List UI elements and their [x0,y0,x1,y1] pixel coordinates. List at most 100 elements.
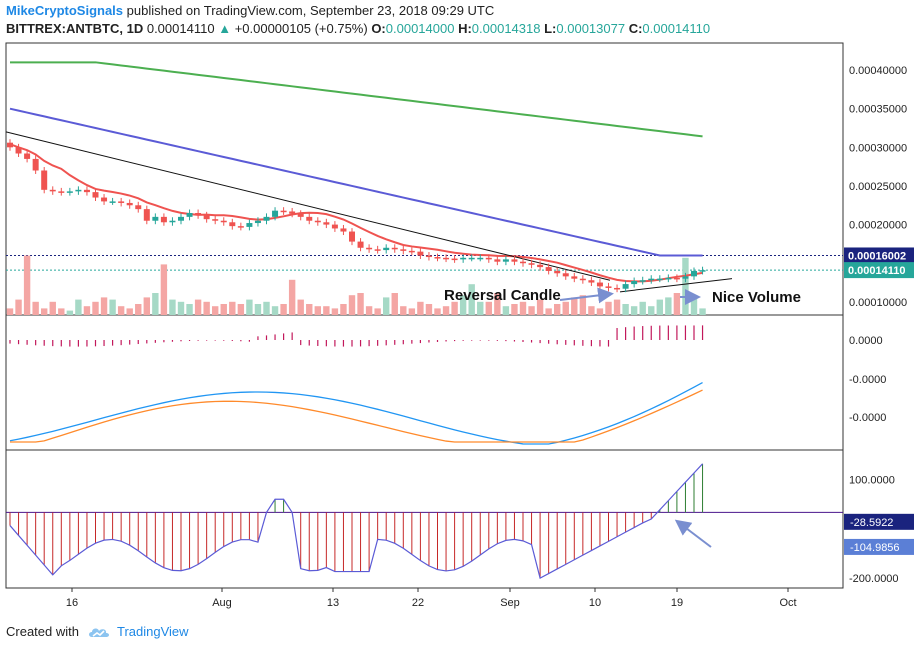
x-tick-label: 22 [412,597,424,609]
created-with-label: Created with [6,624,79,639]
oscillator-panel[interactable] [6,463,843,580]
volume-bar [220,304,227,315]
candle-body [160,216,167,223]
volume-bar [117,306,125,315]
volume-bar [143,297,150,315]
volume-bar [383,297,390,315]
volume-bar [365,306,373,315]
candle-body [331,224,338,229]
volume-bar [212,306,219,315]
last-price: 0.00014110 [146,21,215,36]
candle-body [7,142,13,148]
candle-body [32,158,39,171]
volume-bar [613,299,621,315]
oscillator-arrow [674,519,712,548]
published-text: published on TradingView.com, September … [126,3,495,18]
candle-body [58,191,65,193]
volume-bar [562,301,569,315]
volume-bar [434,308,441,315]
volume-bar [135,304,142,315]
volume-bar [49,301,56,315]
volume-bar [126,308,133,315]
x-tick-label: Sep [500,597,520,609]
candle-body [289,211,296,214]
tradingview-link[interactable]: TradingView [87,624,189,639]
x-tick-label: 13 [327,597,339,609]
candle-body [203,215,210,220]
candle-body [152,216,159,221]
candle-body [83,189,90,193]
change-value: +0.00000105 (+0.75%) [234,21,368,36]
volume-bar [442,306,450,315]
osc-tick-label: -200.0000 [849,573,899,585]
candle-body [66,191,73,193]
author-link[interactable]: MikeCryptoSignals [6,3,124,18]
volume-bar [263,301,270,315]
x-tick-label: Aug [212,597,232,609]
volume-bar [254,304,262,315]
volume-bar [41,308,48,315]
price-label-box [844,247,914,264]
macd-tick-label: 0.0000 [849,335,883,347]
candle-body [579,278,586,281]
volume-bar [23,255,31,315]
candle-body [357,241,364,248]
volume-bar [237,304,245,315]
candle-body [126,202,133,206]
uptrend-line [619,278,733,293]
volume-bar [177,301,185,315]
chart-canvas[interactable]: 0.00016002 0.00014110 0.00040000 0.00035000… [0,0,920,620]
volume-bar [169,299,176,315]
candle-body [648,278,655,281]
reversal-arrow [559,287,614,304]
candle-body [699,270,706,272]
candle-body [220,220,227,223]
candle-body [400,249,407,251]
high-value: 0.00014318 [471,21,541,36]
low-value: 0.00013077 [556,21,626,36]
candle-body [24,153,31,159]
candle-body [477,257,484,260]
up-arrow-icon: ▲ [218,21,232,36]
candle-body [596,282,603,287]
osc-value-box [844,513,914,530]
x-tick-label: 19 [671,597,683,609]
volume-bar [605,301,612,315]
volume-bar [229,301,236,315]
volume-bar [203,301,210,315]
low-label: L: [544,21,557,36]
ma-blue-line [9,107,703,257]
volume-bar [340,304,347,315]
volume-bar [348,295,356,315]
candle-body [92,192,99,198]
volume-bar [588,306,595,315]
volume-bar [109,299,116,315]
candle-body [528,263,535,265]
volume-bar [391,293,398,315]
price-panel[interactable] [5,61,843,315]
volume-bar [545,308,552,315]
macd-panel[interactable] [9,325,704,445]
volume-bar [314,306,321,315]
volume-bar [528,306,535,315]
y-tick-label: 0.00040000 [849,65,907,77]
y-tick-label: 0.00020000 [849,220,907,232]
x-tick-label: 10 [589,597,601,609]
volume-bar [511,304,518,315]
candle-body [169,220,176,223]
candle-body [631,281,638,285]
ma-red-line [9,143,703,283]
volume-bar [417,301,424,315]
volume-bar [194,299,202,315]
candle-body [562,273,569,277]
symbol-label: BITTREX:ANTBTC, 1D [6,21,144,36]
candle-body [614,287,621,290]
candle-body [665,277,672,280]
annotation-nice-volume: Nice Volume [712,289,801,306]
y-tick-label: 0.00010000 [849,297,907,309]
ma-green-line [10,61,703,138]
candle-body [545,267,552,271]
candle-body [297,213,304,217]
candle-body [673,277,680,280]
candle-body [537,264,544,268]
